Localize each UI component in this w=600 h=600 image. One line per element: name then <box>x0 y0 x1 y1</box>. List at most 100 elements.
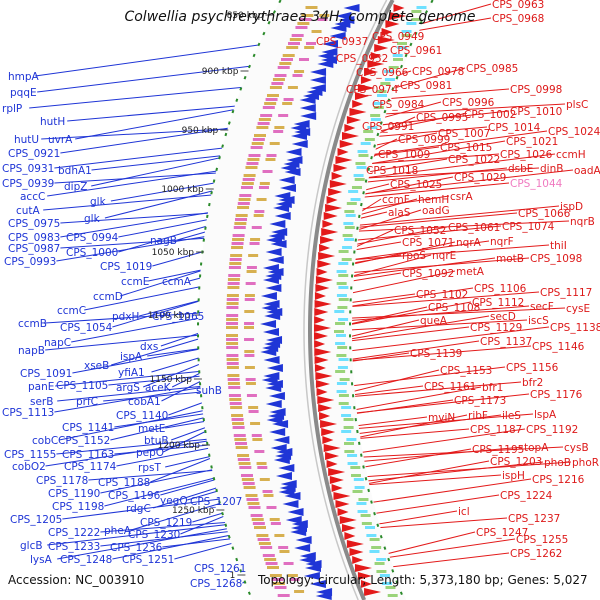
cog-feature <box>286 46 299 49</box>
gene-label-left: CPS_1054 <box>60 322 113 334</box>
gene-label-right: oadA <box>574 165 600 177</box>
gene-label-right: metA <box>456 266 485 278</box>
gene-label-left: CPS_1207 <box>190 496 242 508</box>
gene-label-left: CPS_1152 <box>58 435 110 447</box>
forward-gene-arrow <box>349 548 364 556</box>
cog-feature <box>360 142 371 145</box>
cog-feature <box>269 142 280 145</box>
cog-feature <box>341 414 352 417</box>
cog-feature <box>376 90 387 93</box>
forward-gene-arrow <box>331 172 343 180</box>
cog-feature <box>357 150 368 153</box>
reverse-gene-arrow <box>280 164 297 172</box>
cog-feature <box>334 330 344 333</box>
gene-label-left: dxs <box>140 341 158 353</box>
cog-feature <box>370 118 381 121</box>
leader-line-right <box>343 446 564 459</box>
cog-feature <box>258 186 269 189</box>
forward-gene-arrow <box>337 508 349 516</box>
gene-label-right: CPS_1203 <box>490 456 542 468</box>
cog-feature <box>343 222 354 225</box>
cog-feature <box>253 214 264 217</box>
cog-feature <box>406 22 417 25</box>
cog-feature <box>344 442 355 445</box>
cog-feature <box>287 574 298 577</box>
gene-label-right: hemH <box>418 194 449 206</box>
cog-feature <box>229 402 242 405</box>
cog-feature <box>266 506 277 509</box>
cog-feature <box>251 142 264 145</box>
cog-feature <box>278 546 289 549</box>
cog-feature <box>337 366 348 369</box>
reverse-gene-arrow <box>269 220 286 228</box>
gene-label-right: CPS_1052 <box>394 225 446 237</box>
forward-gene-arrow <box>360 76 372 84</box>
cog-feature <box>336 390 347 393</box>
gene-label-right: ispD <box>560 201 583 213</box>
gene-label-left: CPS_1178 <box>36 475 88 487</box>
cog-feature <box>262 554 275 557</box>
gene-label-left: CPS_1268 <box>190 578 242 590</box>
cog-feature <box>250 146 263 149</box>
cog-feature <box>387 594 398 597</box>
leader-line-right <box>344 446 524 464</box>
cog-feature <box>356 502 367 505</box>
cog-feature <box>376 94 387 97</box>
cog-feature <box>289 578 300 581</box>
leader-line-right <box>338 220 570 233</box>
forward-gene-arrow <box>325 204 343 212</box>
gene-label-left: bdhA1 <box>58 165 92 177</box>
cog-feature <box>242 482 255 485</box>
cog-feature <box>256 126 269 129</box>
cog-feature <box>251 434 262 437</box>
gene-label-left: CPS_1222 <box>48 527 100 539</box>
gene-label-right: cysE <box>566 303 590 315</box>
cog-feature <box>226 306 239 309</box>
leader-line-right <box>349 474 502 487</box>
cog-feature <box>369 550 380 553</box>
gene-label-left: ccmD <box>93 291 123 303</box>
gene-label-right: CPS_1066 <box>518 208 571 220</box>
cog-feature <box>237 454 250 457</box>
gene-label-right: CPS_1102 <box>416 289 468 301</box>
cog-feature <box>338 250 349 253</box>
gene-label-right: CPS_1237 <box>508 513 560 525</box>
cog-feature <box>237 202 250 205</box>
gene-label-left: ccmA <box>162 276 192 288</box>
gene-label-right: CPS_1153 <box>440 365 492 377</box>
leader-line-right <box>354 478 532 506</box>
gene-label-right: dinB <box>540 163 563 175</box>
reverse-gene-arrow <box>260 320 277 328</box>
gene-label-right: CPS_1247 <box>476 527 528 539</box>
gene-label-left: napB <box>18 345 45 357</box>
reverse-gene-arrow <box>304 564 321 572</box>
cog-feature <box>397 46 408 49</box>
cog-feature <box>251 226 262 229</box>
cog-feature <box>291 34 304 37</box>
forward-gene-arrow <box>344 532 356 540</box>
cog-feature <box>401 30 412 33</box>
cog-feature <box>295 26 308 29</box>
gene-label-left: CPS_1188 <box>98 477 150 489</box>
cog-feature <box>384 70 395 73</box>
cog-feature <box>257 466 268 469</box>
cog-feature <box>226 302 239 305</box>
cog-feature <box>262 170 273 173</box>
reverse-gene-arrow <box>264 312 281 320</box>
cog-feature <box>238 198 251 201</box>
forward-gene-arrow <box>381 28 393 36</box>
cog-feature <box>230 254 243 257</box>
cog-feature <box>304 46 315 49</box>
gene-label-right: CPS_0966 <box>356 67 409 79</box>
cog-feature <box>247 502 260 505</box>
forward-gene-arrow <box>320 236 335 244</box>
cog-feature <box>416 6 427 9</box>
leader-line-right <box>339 413 534 431</box>
gene-label-left: yegQ <box>160 495 188 507</box>
cog-feature <box>265 98 278 101</box>
gene-label-left: CPS_1251 <box>122 554 174 566</box>
cog-feature <box>341 406 352 409</box>
cog-feature <box>249 242 260 245</box>
reverse-gene-arrow <box>317 60 334 68</box>
